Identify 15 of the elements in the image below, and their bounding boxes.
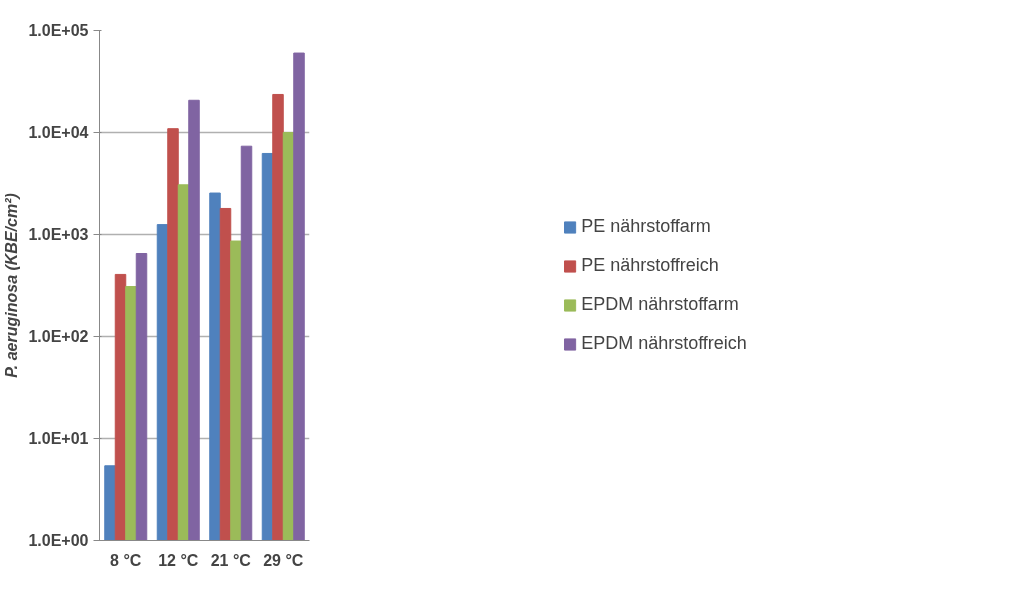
x-tick-label: 29 °C	[263, 551, 304, 569]
x-tick-label: 12 °C	[158, 551, 199, 569]
x-tick-label: 21 °C	[210, 551, 252, 569]
y-tick-label: 1.0E+02	[28, 328, 89, 345]
y-tick-label: 1.0E+03	[28, 226, 89, 243]
x-tick-label: 8 °C	[110, 551, 142, 569]
legend-label: PE nährstoffarm	[581, 216, 711, 237]
y-tick-label: 1.0E+00	[28, 532, 89, 549]
y-tick-label: 1.0E+04	[28, 124, 89, 141]
legend-label: EPDM nährstoffarm	[581, 294, 739, 315]
y-tick-label: 1.0E+05	[28, 22, 89, 39]
y-axis-title: P. aeruginosa (KBE/cm²)	[3, 193, 21, 378]
legend-label: PE nährstoffreich	[581, 255, 719, 276]
y-tick-label: 1.0E+01	[28, 430, 89, 447]
legend-label: EPDM nährstoffreich	[581, 333, 747, 354]
